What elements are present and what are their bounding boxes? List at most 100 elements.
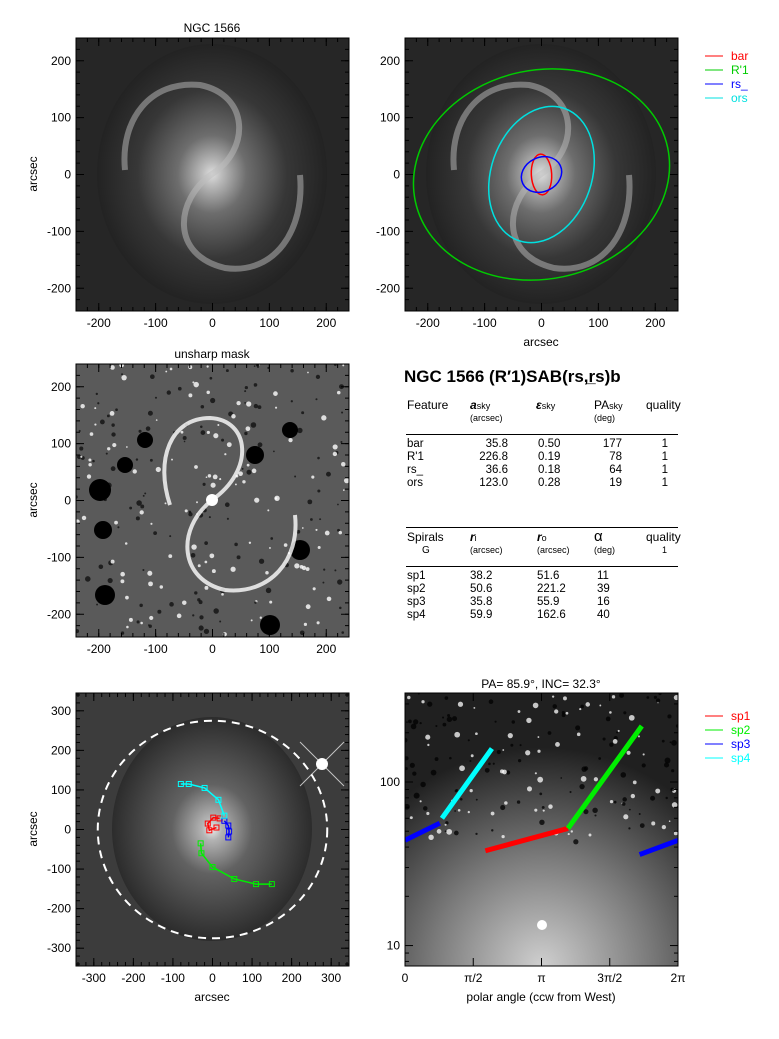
texture-dot (406, 721, 408, 723)
texture-dot (149, 615, 154, 621)
texture-dot (135, 516, 140, 521)
texture-dot (88, 458, 92, 462)
texture-dot (168, 554, 173, 559)
y-tick-label: -200 (47, 607, 71, 621)
texture-dot (441, 716, 445, 719)
texture-dot (85, 576, 91, 582)
texture-dot (551, 695, 555, 698)
texture-dot (324, 530, 330, 536)
texture-dot (166, 390, 171, 395)
texture-dot (626, 750, 631, 755)
texture-dot (242, 480, 246, 484)
x-tick-label: 0 (209, 316, 216, 330)
texture-dot (343, 489, 345, 491)
texture-dot (105, 452, 108, 455)
texture-dot (78, 429, 81, 433)
texture-dot (670, 787, 675, 792)
y-tick-label: -100 (47, 550, 71, 564)
texture-dot (412, 771, 417, 776)
texture-dot (673, 831, 678, 836)
x-tick-label: -300 (82, 971, 106, 985)
texture-dot (290, 368, 294, 373)
y-tick-label: 300 (51, 704, 71, 718)
texture-dot (409, 762, 415, 768)
arm-marker-sp3 (225, 834, 232, 841)
texture-dot (248, 541, 252, 544)
x-tick-label: 100 (259, 642, 279, 656)
texture-dot (80, 403, 85, 409)
texture-dot (410, 723, 417, 730)
texture-dot (112, 442, 117, 448)
texture-dot (332, 444, 338, 450)
texture-dot (561, 713, 566, 718)
panel-title-polar: PA= 85.9°, INC= 32.3° (481, 677, 601, 691)
texture-dot (541, 805, 545, 809)
texture-dot (333, 364, 337, 366)
texture-dot (200, 404, 205, 409)
texture-dot (332, 451, 338, 457)
texture-dot (454, 810, 457, 812)
texture-dot (622, 797, 627, 802)
arm-marker-sp3 (225, 822, 232, 829)
texture-dot (171, 458, 173, 461)
texture-dot (494, 720, 497, 723)
texture-dot (99, 419, 105, 425)
texture-dot (405, 756, 409, 761)
texture-dot (236, 555, 241, 560)
texture-dot (658, 693, 662, 696)
texture-dot (234, 483, 237, 486)
galaxy-ellipses-panel (405, 38, 678, 311)
texture-dot (419, 721, 422, 725)
texture-dot (611, 695, 616, 699)
texture-dot (555, 742, 560, 747)
legend-label-sp3: sp3 (731, 737, 751, 751)
texture-dot (188, 512, 193, 517)
texture-dot (655, 698, 661, 703)
texture-dot (560, 777, 563, 779)
texture-dot (426, 811, 430, 816)
masked-star (95, 585, 115, 605)
texture-dot (592, 807, 598, 814)
texture-dot (288, 438, 293, 443)
texture-dot (225, 369, 229, 373)
texture-dot (459, 765, 465, 772)
texture-dot (628, 714, 635, 721)
texture-dot (120, 579, 125, 584)
texture-dot (593, 777, 599, 782)
texture-dot (132, 469, 137, 474)
texture-dot (253, 383, 258, 387)
texture-dot (340, 440, 343, 443)
texture-dot (192, 614, 195, 617)
texture-dot (234, 542, 238, 547)
texture-dot (516, 800, 521, 804)
ellipse-r1 (412, 68, 671, 281)
texture-dot (148, 624, 152, 628)
texture-dot (203, 628, 210, 634)
texture-dot (588, 833, 592, 837)
texture-dot (488, 699, 494, 705)
texture-dot (321, 415, 327, 421)
x-tick-label: -200 (87, 316, 111, 330)
texture-dot (296, 529, 301, 534)
texture-dot (311, 475, 315, 479)
texture-dot (259, 616, 262, 619)
texture-dot (619, 693, 625, 698)
texture-dot (126, 625, 129, 629)
texture-dot (491, 829, 494, 832)
texture-dot (200, 425, 203, 429)
series-sp4 (439, 747, 494, 820)
texture-dot (655, 788, 661, 794)
texture-dot (423, 806, 428, 811)
texture-dot (124, 542, 128, 545)
legend-label-sp4: sp4 (731, 751, 751, 765)
texture-dot (219, 478, 222, 481)
texture-dot (305, 567, 310, 571)
polar-y-tick-label: 10 (387, 939, 401, 953)
texture-dot (180, 430, 184, 434)
texture-dot (475, 732, 478, 736)
texture-dot (317, 489, 321, 493)
masked-star (290, 540, 310, 560)
texture-dot (221, 593, 224, 596)
texture-dot (337, 579, 343, 585)
texture-dot (159, 585, 164, 589)
